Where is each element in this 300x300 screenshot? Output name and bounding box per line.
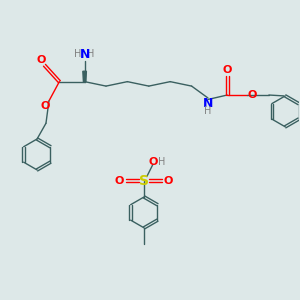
Text: O: O xyxy=(164,176,173,186)
Text: O: O xyxy=(223,65,232,75)
Text: H: H xyxy=(204,106,211,116)
Text: H: H xyxy=(88,49,95,59)
Polygon shape xyxy=(83,71,86,82)
Text: O: O xyxy=(115,176,124,186)
Text: H: H xyxy=(74,49,82,59)
Text: O: O xyxy=(148,157,158,167)
Text: H: H xyxy=(158,157,165,167)
Text: S: S xyxy=(139,174,149,188)
Text: O: O xyxy=(41,101,50,111)
Text: N: N xyxy=(203,97,213,110)
Text: O: O xyxy=(37,55,46,65)
Text: N: N xyxy=(80,48,90,61)
Text: O: O xyxy=(247,90,256,100)
